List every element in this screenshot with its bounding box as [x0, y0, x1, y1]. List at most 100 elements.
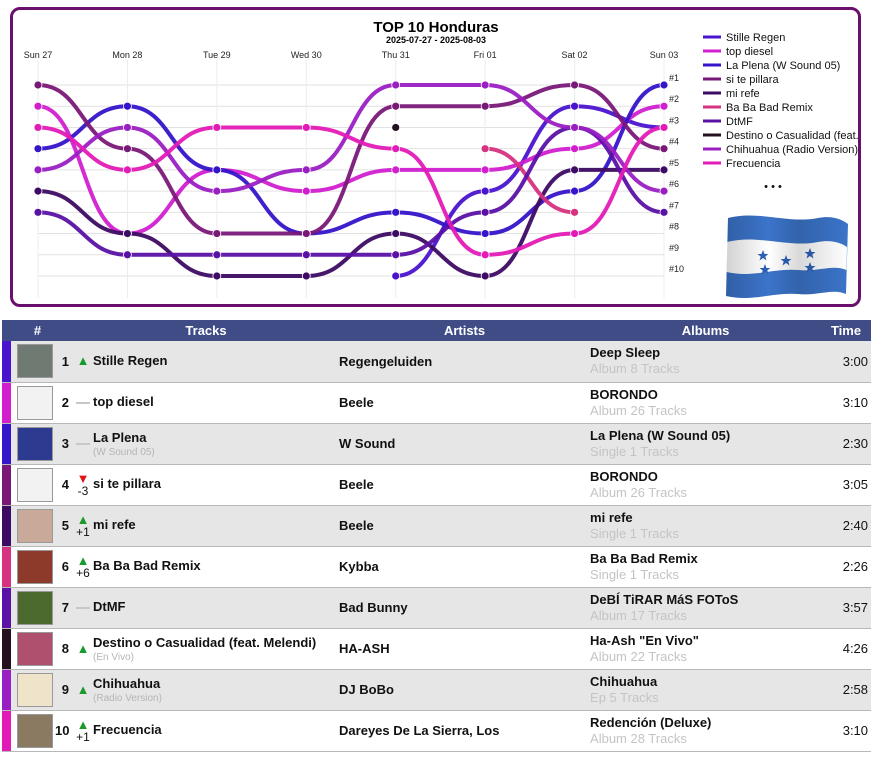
track-title[interactable]: La Plena [93, 429, 147, 445]
table-row[interactable]: 5 ▲ +1 mi refe Beele mi refe Single 1 Tracks 2:… [2, 505, 872, 547]
album-cover[interactable] [17, 631, 53, 666]
track-subtitle: (W Sound 05) [93, 446, 155, 458]
table-row[interactable]: 3 La Plena (W Sound 05) W Sound La Plena (W … [2, 423, 872, 465]
album-info: Single 1 Tracks [590, 566, 679, 582]
header-albums[interactable]: Albums [590, 320, 822, 341]
x-tick-label: Tue 29 [203, 50, 231, 60]
album-title[interactable]: Redención (Deluxe) [590, 714, 712, 730]
data-point [391, 80, 401, 90]
y-tick-label: #4 [669, 137, 679, 147]
honduras-flag-icon [726, 215, 848, 298]
rank-number: 2 [55, 382, 74, 424]
album-cover-art-icon [18, 551, 52, 583]
album-title[interactable]: Ha-Ash "En Vivo" [590, 632, 699, 648]
data-point [212, 123, 222, 132]
data-point [301, 229, 311, 238]
track-subtitle: (Radio Version) [93, 692, 162, 704]
track-duration: 2:40 [821, 505, 872, 547]
data-point [391, 101, 401, 111]
artist-name[interactable]: DJ BoBo [339, 682, 394, 697]
album-title[interactable]: DeBÍ TiRAR MáS FOToS [590, 591, 739, 607]
album-cover[interactable] [17, 467, 53, 502]
row-color-stripe [2, 505, 11, 547]
table-row[interactable]: 9 ▲ Chihuahua (Radio Version) DJ BoBo Chihuah… [2, 669, 872, 711]
data-point [123, 144, 132, 154]
album-title[interactable]: BORONDO [590, 386, 658, 402]
album-cover[interactable] [17, 385, 53, 420]
album-title[interactable]: Chihuahua [590, 673, 658, 689]
album-title[interactable]: La Plena (W Sound 05) [590, 427, 731, 443]
data-point [570, 165, 579, 175]
track-title[interactable]: Frecuencia [93, 722, 162, 737]
album-info: Album 26 Tracks [590, 402, 687, 418]
album-cover[interactable] [17, 344, 53, 379]
data-point [33, 144, 43, 154]
track-title[interactable]: top diesel [93, 394, 154, 409]
data-point [391, 144, 401, 154]
rank-up-icon: ▲ [76, 353, 90, 369]
table-row[interactable]: 10 ▲ +1 Frecuencia Dareyes De La Sierra, Los… [2, 710, 872, 752]
track-title[interactable]: Chihuahua [93, 675, 161, 691]
album-title[interactable]: BORONDO [590, 468, 658, 484]
header-artists[interactable]: Artists [339, 320, 591, 341]
artist-name[interactable]: Beele [339, 477, 374, 492]
artist-name[interactable]: W Sound [339, 436, 396, 451]
series-line [36, 82, 666, 194]
album-title[interactable]: Deep Sleep [590, 345, 661, 361]
table-row[interactable]: 6 ▲ +6 Ba Ba Bad Remix Kybba Ba Ba Bad Remix S… [2, 546, 872, 588]
track-duration: 2:26 [821, 546, 872, 588]
artist-name[interactable]: Beele [339, 395, 374, 410]
album-cover[interactable] [17, 426, 53, 461]
data-point [659, 101, 669, 111]
artist-name[interactable]: Dareyes De La Sierra, Los [339, 723, 500, 738]
track-title[interactable]: si te pillara [93, 476, 161, 491]
row-color-stripe [2, 382, 11, 424]
artist-name[interactable]: Regengeluiden [339, 353, 433, 369]
data-point [301, 271, 311, 281]
artist-name[interactable]: HA-ASH [339, 641, 390, 656]
row-color-stripe [2, 628, 11, 670]
artist-name[interactable]: Beele [339, 518, 374, 533]
rank-up-icon: ▲ [76, 716, 90, 732]
data-point [480, 250, 490, 260]
album-cover[interactable] [17, 713, 53, 748]
data-point [33, 207, 43, 217]
row-color-stripe [2, 710, 11, 752]
data-point [123, 165, 132, 175]
album-title[interactable]: mi refe [590, 509, 633, 525]
track-title[interactable]: mi refe [93, 517, 136, 532]
track-title[interactable]: Stille Regen [93, 352, 168, 368]
data-point [301, 250, 311, 260]
table-row[interactable]: 1 ▲ Stille Regen Regengeluiden Deep Sleep Alb… [2, 341, 872, 383]
table-row[interactable]: 2 top diesel Beele BORONDO Album 26 Tracks 3:… [2, 382, 872, 424]
rank-down-icon: ▼ [76, 470, 90, 486]
header-time[interactable]: Time [821, 320, 872, 341]
data-point [480, 186, 490, 196]
header-rank[interactable]: # [2, 320, 74, 341]
chart-title: TOP 10 Honduras [373, 19, 498, 36]
data-point [33, 165, 43, 175]
table-row[interactable]: 7 DtMF Bad Bunny DeBÍ TiRAR MáS FOToS Album … [2, 587, 872, 629]
artist-name[interactable]: Kybba [339, 559, 379, 574]
album-cover[interactable] [17, 549, 53, 584]
rank-number: 8 [55, 628, 74, 670]
chart-subtitle: 2025-07-27 - 2025-08-03 [386, 35, 486, 45]
track-title[interactable]: DtMF [93, 599, 126, 614]
data-point [480, 229, 490, 238]
track-title[interactable]: Destino o Casualidad (feat. Melendi) [93, 634, 317, 650]
album-cover[interactable] [17, 590, 53, 625]
track-title[interactable]: Ba Ba Bad Remix [93, 558, 201, 573]
data-point [33, 101, 43, 111]
header-tracks[interactable]: Tracks [73, 320, 340, 341]
artist-name[interactable]: Bad Bunny [339, 600, 408, 615]
album-cover[interactable] [17, 508, 53, 543]
track-duration: 2:58 [821, 669, 872, 711]
data-point [212, 271, 222, 281]
table-row[interactable]: 8 ▲ Destino o Casualidad (feat. Melendi) (E… [2, 628, 872, 670]
series-line [483, 146, 577, 215]
x-tick-label: Fri 01 [474, 50, 497, 60]
table-row[interactable]: 4 ▼ -3 si te pillara Beele BORONDO Album 26 Tr… [2, 464, 872, 506]
row-color-stripe [2, 423, 11, 465]
album-title[interactable]: Ba Ba Bad Remix [590, 550, 698, 566]
album-cover[interactable] [17, 672, 53, 707]
